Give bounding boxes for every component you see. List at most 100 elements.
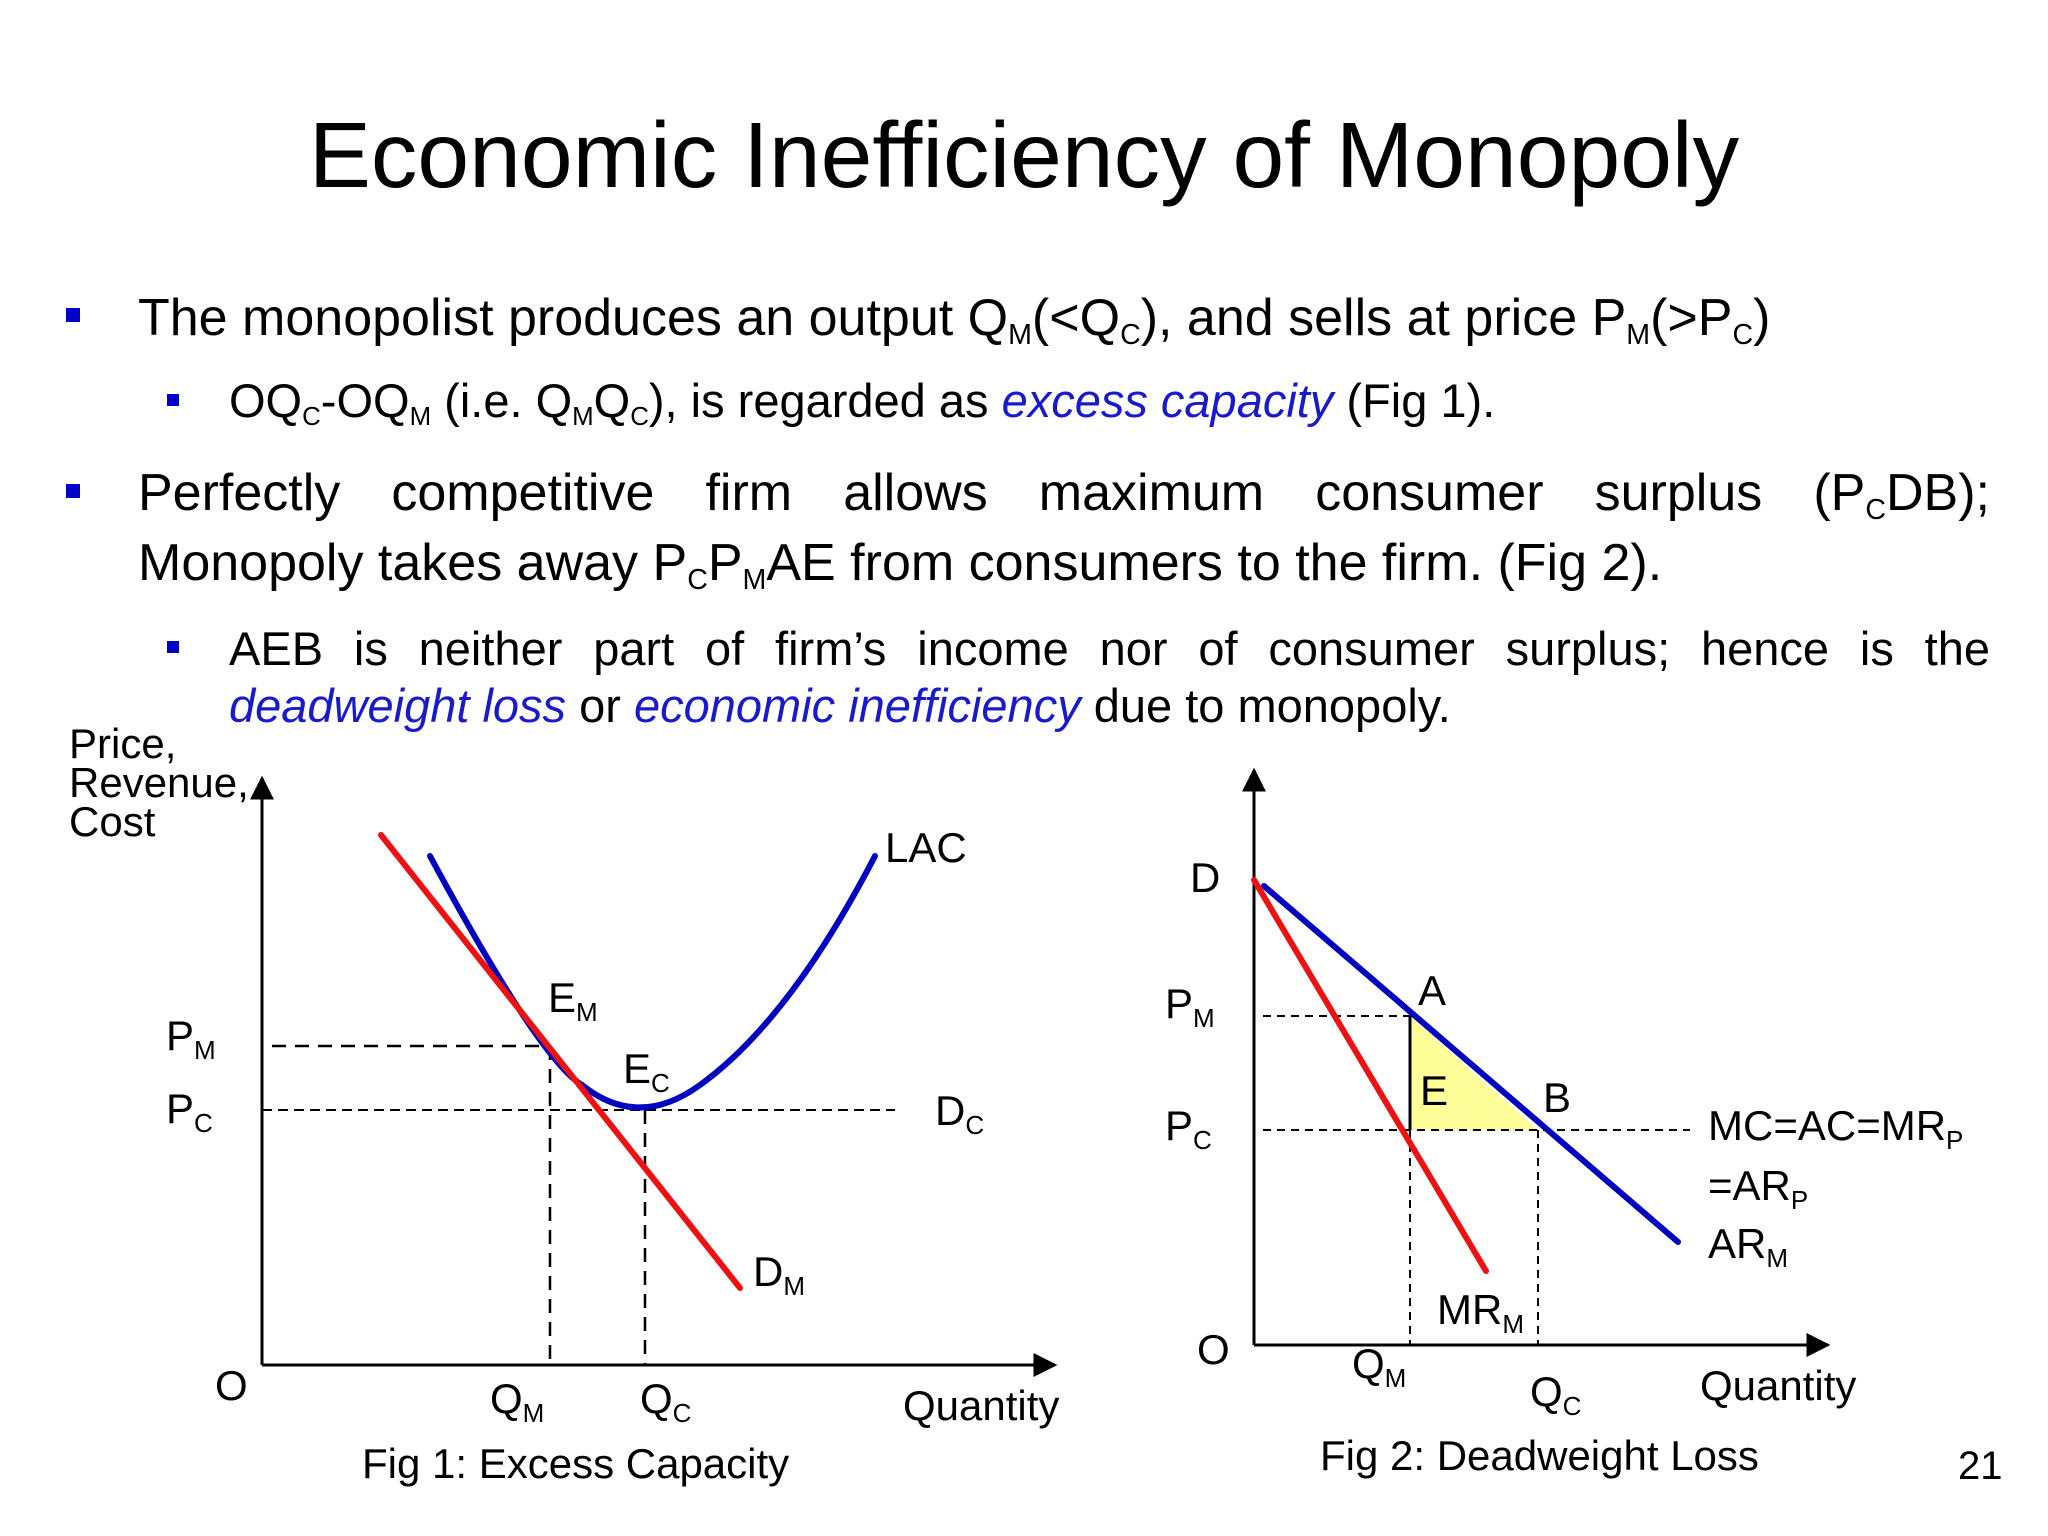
bullet-text: Monopoly takes away P [138,534,688,592]
bullet-text: OQ [229,374,303,427]
subscript: M [1626,319,1651,352]
subscript: C [1120,319,1141,352]
fig2-mc-label-line1-sub: P [1946,1125,1963,1155]
fig1-em-label: EM [548,974,598,1027]
bullet-text: or [566,679,634,732]
subscript: M [572,403,594,432]
subscript: C [1865,494,1886,527]
fig2-mr-curve [1251,877,1489,1274]
fig1-qm-tick-main: Q [490,1375,523,1422]
bullet-text: Q [593,374,631,427]
fig1-ec-label-main: E [623,1045,651,1092]
subscript: C [687,564,708,597]
fig2-arm-label-sub: M [1766,1243,1788,1273]
subscript: C [1732,319,1754,352]
fig1-xlabel: Quantity [903,1382,1059,1429]
fig2-qm-tick-main: Q [1352,1340,1385,1387]
fig1-dm-label-main: D [753,1248,783,1295]
subscript: M [409,403,432,432]
fig1-dm-label-sub: M [783,1271,805,1301]
fig2-caption: Fig 2: Deadweight Loss [1320,1432,1759,1479]
fig2-d-label: D [1190,854,1220,901]
bullet-text: (<Q [1031,289,1121,347]
fig2-e-label: E [1420,1067,1448,1114]
fig1-qc-tick-main: Q [640,1375,673,1422]
fig1-qm-tick: QM [490,1375,544,1428]
fig2-mr-label-main: MR [1437,1286,1502,1333]
subscript: M [1008,319,1032,352]
fig2-origin: O [1197,1326,1230,1373]
fig1-ylabel-line3: Cost [69,798,156,845]
fig2-pc-tick: PC [1165,1102,1212,1155]
fig1-dc-label-sub: C [965,1110,984,1140]
fig1-pm-tick-main: P [166,1012,194,1059]
slide-number: 21 [1958,1444,2003,1488]
fig1-ylabel-line2: Revenue, [69,759,249,806]
bullet-text: ), and sells at price P [1140,289,1627,347]
fig2-mc-label-line1: MC=AC=MRP [1708,1102,1963,1155]
subscript: C [302,403,321,432]
fig1-dc-label: DC [935,1087,984,1140]
fig1-qc-tick-sub: C [673,1398,692,1428]
fig2-pm-tick-sub: M [1193,1003,1215,1033]
fig2-ar-curve [1261,883,1681,1245]
fig1-ec-label: EC [623,1045,670,1098]
bullet-deadweight-line2: deadweight loss or economic inefficiency… [229,677,1451,734]
fig1-origin: O [215,1362,248,1409]
fig1-ylabel-line1: Price, [69,720,176,767]
fig1-dm-label: DM [753,1248,805,1301]
fig1-dm-curve [378,832,743,1291]
fig1-caption: Fig 1: Excess Capacity [362,1440,789,1487]
fig2-mc-label-line2-main: =AR [1708,1162,1791,1209]
bullet-text: AEB is neither part of firm’s income nor… [229,622,1990,675]
bullet-consumer-surplus-line2: Monopoly takes away PCPMAE from consumer… [138,528,1662,606]
fig2-b-label: B [1543,1074,1571,1121]
fig2-qm-tick-sub: M [1385,1363,1407,1393]
bullet-text: (i.e. Q [431,374,573,427]
subscript: C [630,403,649,432]
fig2-mr-label: MRM [1437,1286,1524,1339]
bullet-text: ), is regarded as [648,374,1002,427]
fig2-mc-label-line2-sub: P [1791,1185,1808,1215]
sub-bullet-marker [167,641,179,653]
bullet-text: ) [1753,289,1771,347]
deadweight-loss-term: deadweight loss [229,679,567,732]
fig2-arm-label: ARM [1708,1220,1788,1273]
bullet-marker [66,484,80,498]
fig2-qc-tick: QC [1530,1368,1581,1421]
slide-title: Economic Inefficiency of Monopoly [308,103,1740,207]
bullet-text: The monopolist produces an output Q [138,289,1009,347]
fig2-arm-label-main: AR [1708,1220,1766,1267]
fig1-qc-tick: QC [640,1375,691,1428]
economic-inefficiency-term: economic inefficiency [633,679,1081,732]
bullet-monopolist-output: The monopolist produces an output QM(<QC… [138,283,1770,361]
fig2-mc-label-line2: =ARP [1708,1162,1808,1215]
fig2-deadweight-loss: D PM PC A E B MC=AC=MRP =ARP ARM MRM O Q… [1165,767,1963,1479]
excess-capacity-term: excess capacity [1001,374,1334,427]
bullet-consumer-surplus-line1: Perfectly competitive firm allows maximu… [138,458,1990,536]
fig2-xlabel: Quantity [1700,1362,1856,1409]
fig2-qc-tick-main: Q [1530,1368,1563,1415]
fig2-qm-tick: QM [1352,1340,1406,1393]
bullet-text: Perfectly competitive firm allows maximu… [138,464,1866,522]
bullet-deadweight-line1: AEB is neither part of firm’s income nor… [229,620,1990,677]
fig1-pc-tick: PC [166,1085,213,1138]
bullet-text: AE from consumers to the firm. (Fig 2). [766,534,1663,592]
bullet-text: (>P [1650,289,1733,347]
fig1-excess-capacity: Price, Revenue, Cost LAC DC DM EM EC PM … [69,720,1059,1487]
subscript: M [742,564,767,597]
bullet-text: due to monopoly. [1080,679,1451,732]
fig1-pc-tick-sub: C [194,1108,213,1138]
fig2-qc-tick-sub: C [1563,1391,1582,1421]
fig2-pm-tick: PM [1165,980,1215,1033]
fig1-lac-label: LAC [885,824,967,871]
fig2-deadweight-triangle [1410,1016,1538,1130]
bullet-marker [66,308,80,322]
fig2-mr-label-sub: M [1502,1309,1524,1339]
fig1-dc-label-main: D [935,1087,965,1134]
fig1-ec-label-sub: C [651,1068,670,1098]
fig2-pc-tick-main: P [1165,1102,1193,1149]
bullet-text: P [707,534,743,592]
bullet-text: -OQ [320,374,410,427]
fig2-mc-label-line1-main: MC=AC=MR [1708,1102,1946,1149]
